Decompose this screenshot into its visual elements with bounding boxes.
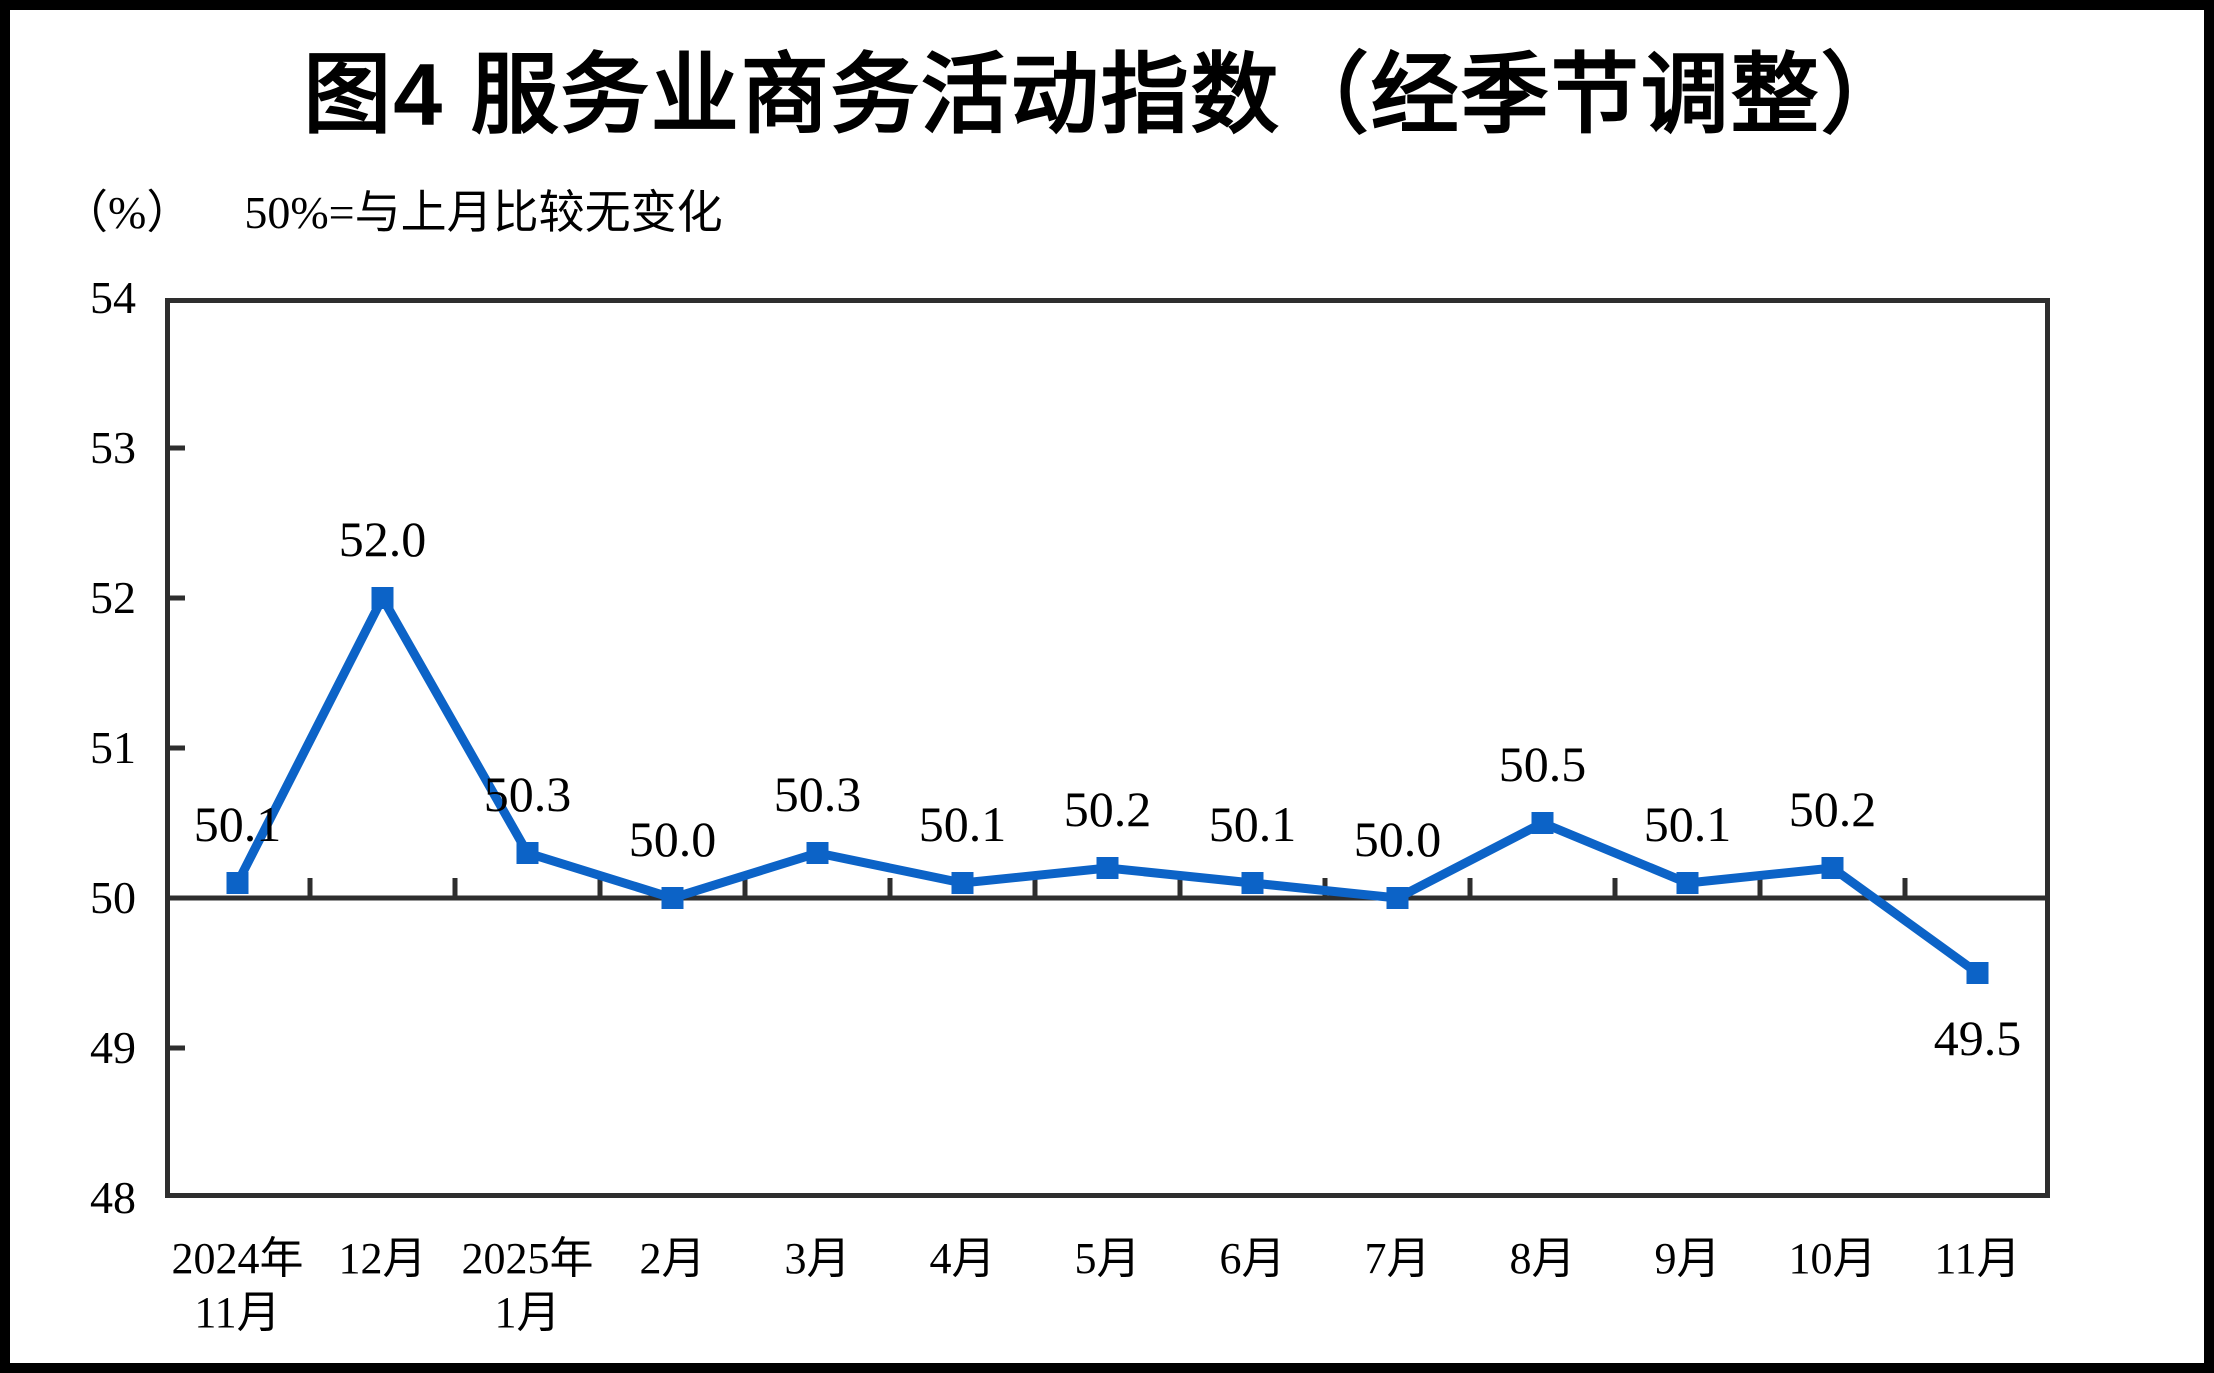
y-axis-label: 49	[90, 1022, 136, 1073]
plot-area: 50.1 52.0 50.3 50.0 50.3 50.1 50.2 50.1 50.0 50.5…	[165, 298, 2050, 1198]
data-point-marker	[1386, 887, 1409, 909]
x-axis-label: 2024年 11月	[171, 1234, 304, 1337]
data-point-label: 50.3	[484, 766, 572, 822]
y-axis-label: 54	[90, 272, 136, 323]
y-axis-label: 50	[90, 872, 136, 923]
data-point-marker	[806, 842, 829, 864]
x-axis-label: 7月	[1364, 1234, 1431, 1283]
x-axis-label: 5月	[1074, 1234, 1141, 1283]
data-point-marker	[1966, 962, 1989, 984]
reference-note: 50%=与上月比较无变化	[244, 187, 723, 238]
data-point-label: 50.1	[1644, 796, 1732, 852]
x-axis-label: 12月	[338, 1234, 427, 1283]
data-point-marker	[1241, 872, 1264, 894]
data-point-label: 50.0	[629, 811, 717, 867]
y-axis-label: 53	[90, 422, 136, 473]
y-axis-unit-label: （%）	[62, 187, 193, 238]
x-axis-label: 9月	[1654, 1234, 1721, 1283]
data-point-marker	[661, 887, 684, 909]
x-axis-label: 11月	[1934, 1234, 2021, 1283]
data-point-marker	[1821, 857, 1844, 879]
line-chart: 50.1 52.0 50.3 50.0 50.3 50.1 50.2 50.1 50.0 50.5…	[165, 445, 2050, 1066]
data-point-marker	[516, 842, 539, 864]
data-point-label: 52.0	[339, 511, 427, 567]
data-point-marker	[1096, 857, 1119, 879]
x-axis-label: 8月	[1509, 1234, 1576, 1283]
x-axis-label: 6月	[1219, 1234, 1286, 1283]
data-point-marker	[951, 872, 974, 894]
data-point-label: 50.2	[1064, 781, 1152, 837]
data-point-marker	[1531, 812, 1554, 834]
data-point-label: 50.5	[1499, 736, 1587, 792]
data-point-label: 50.2	[1789, 781, 1877, 837]
data-point-label: 50.1	[919, 796, 1007, 852]
y-axis-label: 51	[90, 722, 136, 773]
x-axis-label: 3月	[784, 1234, 851, 1283]
y-axis-label: 48	[90, 1172, 136, 1223]
data-point-marker	[226, 872, 249, 894]
x-axis-label: 2025年 1月	[461, 1234, 594, 1337]
data-point-label: 50.0	[1354, 811, 1442, 867]
data-point-label: 50.1	[1209, 796, 1297, 852]
x-axis-label: 2月	[639, 1234, 706, 1283]
chart-title: 图4 服务业商务活动指数（经季节调整）	[303, 45, 1911, 144]
data-point-marker	[1676, 872, 1699, 894]
data-point-marker	[371, 587, 394, 609]
x-axis-label: 4月	[929, 1234, 996, 1283]
data-point-label: 49.5	[1934, 1010, 2022, 1066]
y-axis-label: 52	[90, 572, 136, 623]
data-point-label: 50.3	[774, 766, 862, 822]
subtitle-row: （%） 50%=与上月比较无变化	[62, 176, 723, 242]
x-axis-label: 10月	[1788, 1234, 1877, 1283]
data-point-label: 50.1	[194, 796, 282, 852]
